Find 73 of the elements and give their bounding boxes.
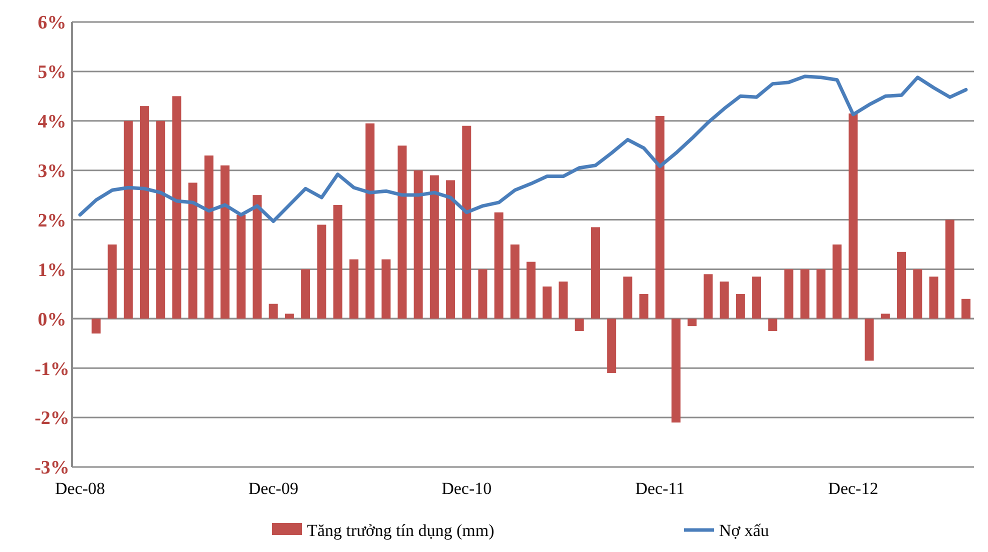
bar — [704, 274, 713, 319]
y-tick-label: 6% — [38, 12, 66, 34]
bar — [236, 214, 246, 319]
bar — [816, 269, 826, 319]
bar — [961, 298, 970, 319]
legend-label: Tăng trưởng tín dụng (mm) — [307, 520, 494, 540]
bar — [623, 276, 632, 319]
bar — [688, 318, 697, 326]
bar — [784, 269, 794, 319]
bar — [768, 318, 778, 332]
bar — [848, 113, 858, 319]
bar — [317, 224, 326, 319]
bar — [430, 175, 439, 319]
bar — [558, 282, 568, 319]
bar — [188, 182, 198, 319]
bar — [446, 180, 456, 319]
bar — [220, 165, 230, 319]
bar — [398, 146, 407, 319]
bar — [832, 244, 842, 319]
bar — [333, 204, 342, 319]
bar — [639, 294, 648, 319]
x-tick-label: Dec-12 — [828, 479, 878, 498]
bar — [382, 259, 391, 319]
y-tick-label: -2% — [34, 408, 70, 430]
bar — [494, 212, 504, 319]
bar — [672, 318, 681, 422]
y-tick-label: 3% — [38, 160, 66, 182]
bar — [124, 120, 133, 319]
bar — [945, 220, 954, 319]
bar — [284, 314, 294, 319]
bar — [913, 269, 922, 319]
x-tick-label: Dec-08 — [55, 479, 106, 498]
bar — [414, 170, 423, 319]
bar — [301, 269, 310, 319]
bar — [510, 244, 520, 319]
bar — [897, 252, 906, 319]
bar — [92, 318, 101, 334]
bar — [268, 304, 278, 319]
bar — [108, 244, 117, 319]
y-tick-label: 0% — [38, 309, 66, 330]
bar — [929, 276, 938, 319]
bar — [542, 286, 552, 319]
y-tick-label: 4% — [38, 112, 66, 133]
bar — [720, 282, 729, 319]
bar — [655, 116, 664, 319]
bar — [526, 262, 536, 319]
bar — [140, 106, 149, 319]
bar — [172, 96, 182, 319]
y-tick-label: -1% — [34, 358, 70, 380]
bar — [864, 318, 874, 361]
x-tick-label: Dec-10 — [442, 479, 492, 498]
x-tick-label: Dec-09 — [248, 479, 298, 498]
bar — [590, 227, 600, 319]
bar — [462, 126, 472, 319]
bar — [736, 294, 745, 319]
bar — [349, 259, 358, 319]
bar — [607, 318, 616, 374]
bar — [752, 276, 762, 319]
bar — [156, 120, 166, 319]
legend-label: Nợ xấu — [719, 520, 770, 540]
bar — [800, 269, 810, 319]
y-tick-label: 5% — [38, 62, 66, 84]
bar — [252, 195, 262, 319]
bar — [204, 156, 214, 319]
y-tick-label: 2% — [38, 210, 66, 232]
bar — [365, 123, 374, 319]
bar — [478, 269, 488, 319]
y-tick-label: 1% — [38, 260, 66, 281]
y-tick-label: -3% — [34, 458, 70, 479]
x-tick-label: Dec-11 — [635, 479, 685, 498]
bar — [880, 314, 890, 319]
bar — [574, 318, 584, 332]
line-series — [78, 74, 968, 224]
